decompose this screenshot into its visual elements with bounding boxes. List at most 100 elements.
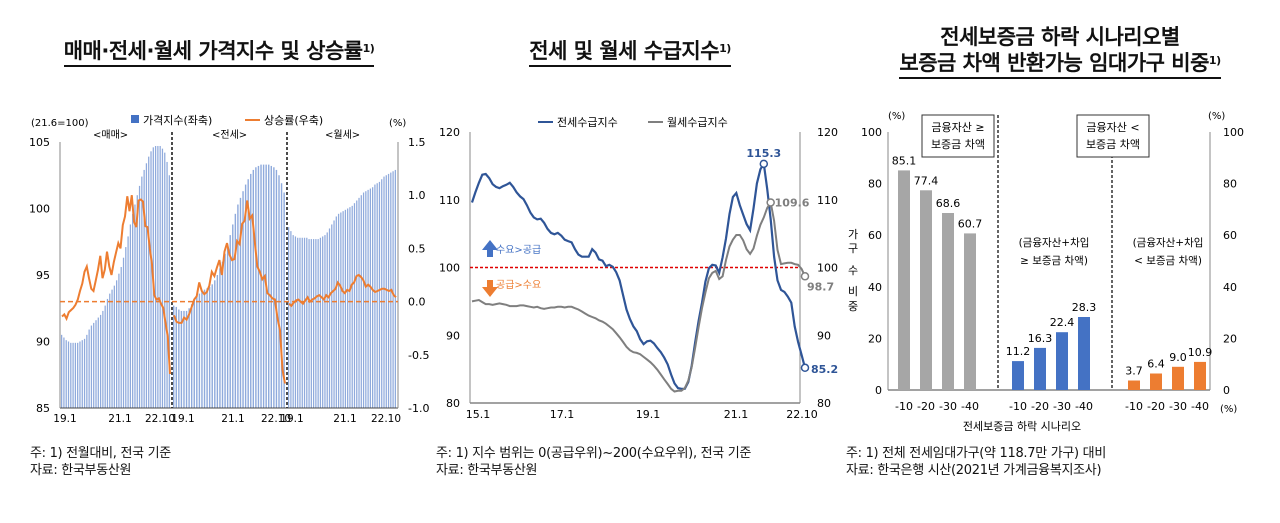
x-tick: -10 (1125, 400, 1143, 413)
panel1-title-sup: 1) (362, 42, 375, 55)
y-tick-left: 95 (36, 269, 50, 282)
price-index-bar (145, 163, 148, 408)
panel2-note-line1: 주: 1) 지수 범위는 0(공급우위)~200(수요우위), 전국 기준 (436, 446, 752, 461)
price-index-bar (331, 224, 333, 408)
y-tick-right: 100 (1223, 126, 1244, 139)
y-tick-right: -1.0 (408, 402, 429, 415)
price-index-bar (70, 342, 72, 408)
price-index-bar (63, 337, 65, 408)
price-index-bar (365, 191, 367, 408)
group2-label-line2: ≥ 보증금 차액) (1020, 255, 1088, 267)
y-tick-right: 1.5 (408, 136, 426, 149)
y-tick-left: 100 (29, 203, 50, 216)
price-index-bar (81, 340, 83, 408)
price-index-bar (111, 289, 113, 408)
x-tick: 22.10 (371, 413, 401, 425)
panel-price-index: 매매·전세·월세 가격지수 및 상승률1) (21.6=100) (%) 가격지… (0, 0, 429, 523)
x-tick: 19.1 (636, 408, 661, 421)
panel2-title: 전세 및 월세 수급지수1) (420, 38, 840, 67)
growth-rate-line (173, 200, 286, 384)
p3-ylabel-3: 수 (848, 264, 858, 277)
scenario-bar-label: 68.6 (936, 197, 961, 210)
price-index-bar (319, 237, 322, 408)
jeonse-end-label: 85.2 (811, 363, 838, 376)
x-tick: 22.10 (145, 413, 175, 425)
box-left-line1: 금융자산 ≥ (931, 121, 984, 134)
panel3-title-sup: 1) (1208, 54, 1221, 67)
x-tick: -30 (1053, 400, 1071, 413)
price-index-bar (326, 232, 328, 408)
p3-ylabel-4: 비 (848, 285, 858, 298)
price-index-bar (229, 235, 231, 408)
price-index-bar (196, 296, 198, 408)
chart-price-index: (21.6=100) (%) 가격지수(좌축) 상승률(우축) <매매> <전세… (29, 114, 429, 425)
price-index-bar (372, 187, 374, 408)
x-tick: 17.1 (550, 408, 575, 421)
price-index-bar (262, 164, 265, 408)
price-index-bar (109, 293, 111, 408)
jeonse-line (470, 160, 807, 390)
panel2-note-line2: 자료: 한국부동산원 (436, 463, 538, 478)
price-index-bar (349, 207, 351, 408)
legend-jeonse-label: 전세수급지수 (557, 116, 618, 129)
price-index-bar (234, 213, 237, 408)
x-tick: 15.1 (466, 408, 491, 421)
scenario-bar (1034, 347, 1046, 390)
y-tick-right: 0.0 (408, 296, 426, 309)
legend-bar-label: 가격지수(좌축) (143, 114, 212, 127)
y-tick-right: 100 (817, 262, 838, 275)
price-index-bar (303, 237, 306, 408)
price-index-bar (344, 209, 347, 408)
price-index-bar (280, 183, 283, 408)
price-index-bar (125, 247, 127, 408)
price-index-bar (79, 341, 81, 408)
price-index-bar (367, 189, 369, 408)
x-tick: -20 (1031, 400, 1049, 413)
x-tick: -40 (961, 400, 979, 413)
chart-scenario: (%) (%) 가 구 수 비 중 0 0 20 20 40 40 60 60 80 80 100 1… (848, 111, 1244, 433)
price-index-bar (150, 151, 152, 408)
wolse-peak-label: 109.6 (775, 196, 810, 209)
y-tick-left: 100 (439, 262, 460, 275)
x-tick: 21.1 (221, 413, 244, 425)
price-index-bar (221, 261, 224, 408)
scenario-bar (1172, 366, 1184, 390)
price-index-bar (166, 161, 168, 408)
arrow-up-icon (482, 240, 498, 257)
price-index-bar (242, 191, 244, 408)
price-index-bar (180, 310, 183, 408)
box-left-line2: 보증금 차액 (931, 138, 985, 151)
x-tick: -20 (1147, 400, 1165, 413)
panel3-title-line1: 전세보증금 하락 시나리오별 (940, 25, 1180, 49)
price-index-bar (122, 257, 125, 408)
price-index-bar (168, 175, 170, 408)
price-index-bar (138, 185, 141, 408)
scenario-bar-label: 16.3 (1028, 332, 1053, 345)
arrow-down-label: 공급>수요 (496, 279, 541, 291)
price-index-bar (360, 195, 362, 408)
price-index-bar (312, 239, 315, 408)
price-index-bar (203, 289, 206, 408)
p3-ylabel-2: 구 (848, 242, 858, 255)
price-index-bar (113, 285, 115, 408)
y-tick-right: 80 (1223, 178, 1237, 191)
wolse-end-label: 98.7 (807, 280, 834, 293)
price-index-bar (306, 237, 308, 408)
y-tick-left: 20 (868, 332, 882, 345)
price-index-bar (208, 286, 211, 408)
panel3-title-line2: 보증금 차액 반환가능 임대가구 비중 (899, 51, 1209, 75)
arrow-demand: 수요>공급 (482, 240, 541, 257)
price-index-bar (148, 156, 150, 408)
price-index-bar (358, 197, 360, 408)
price-index-bar (283, 192, 285, 408)
wolse-line (471, 199, 806, 393)
jeonse-end-marker (800, 363, 810, 373)
price-index-bar (127, 236, 129, 408)
y-tick-right: 0.5 (408, 242, 426, 255)
panel3-note: 주: 1) 전체 전세임대가구(약 118.7만 가구) 대비 자료: 한국은행… (846, 445, 1106, 479)
price-index-bar (118, 273, 120, 408)
price-index-bar (90, 325, 93, 408)
x-tick: -40 (1075, 400, 1093, 413)
x-tick: 21.1 (333, 413, 356, 425)
y-tick-right: 0 (1223, 384, 1230, 397)
